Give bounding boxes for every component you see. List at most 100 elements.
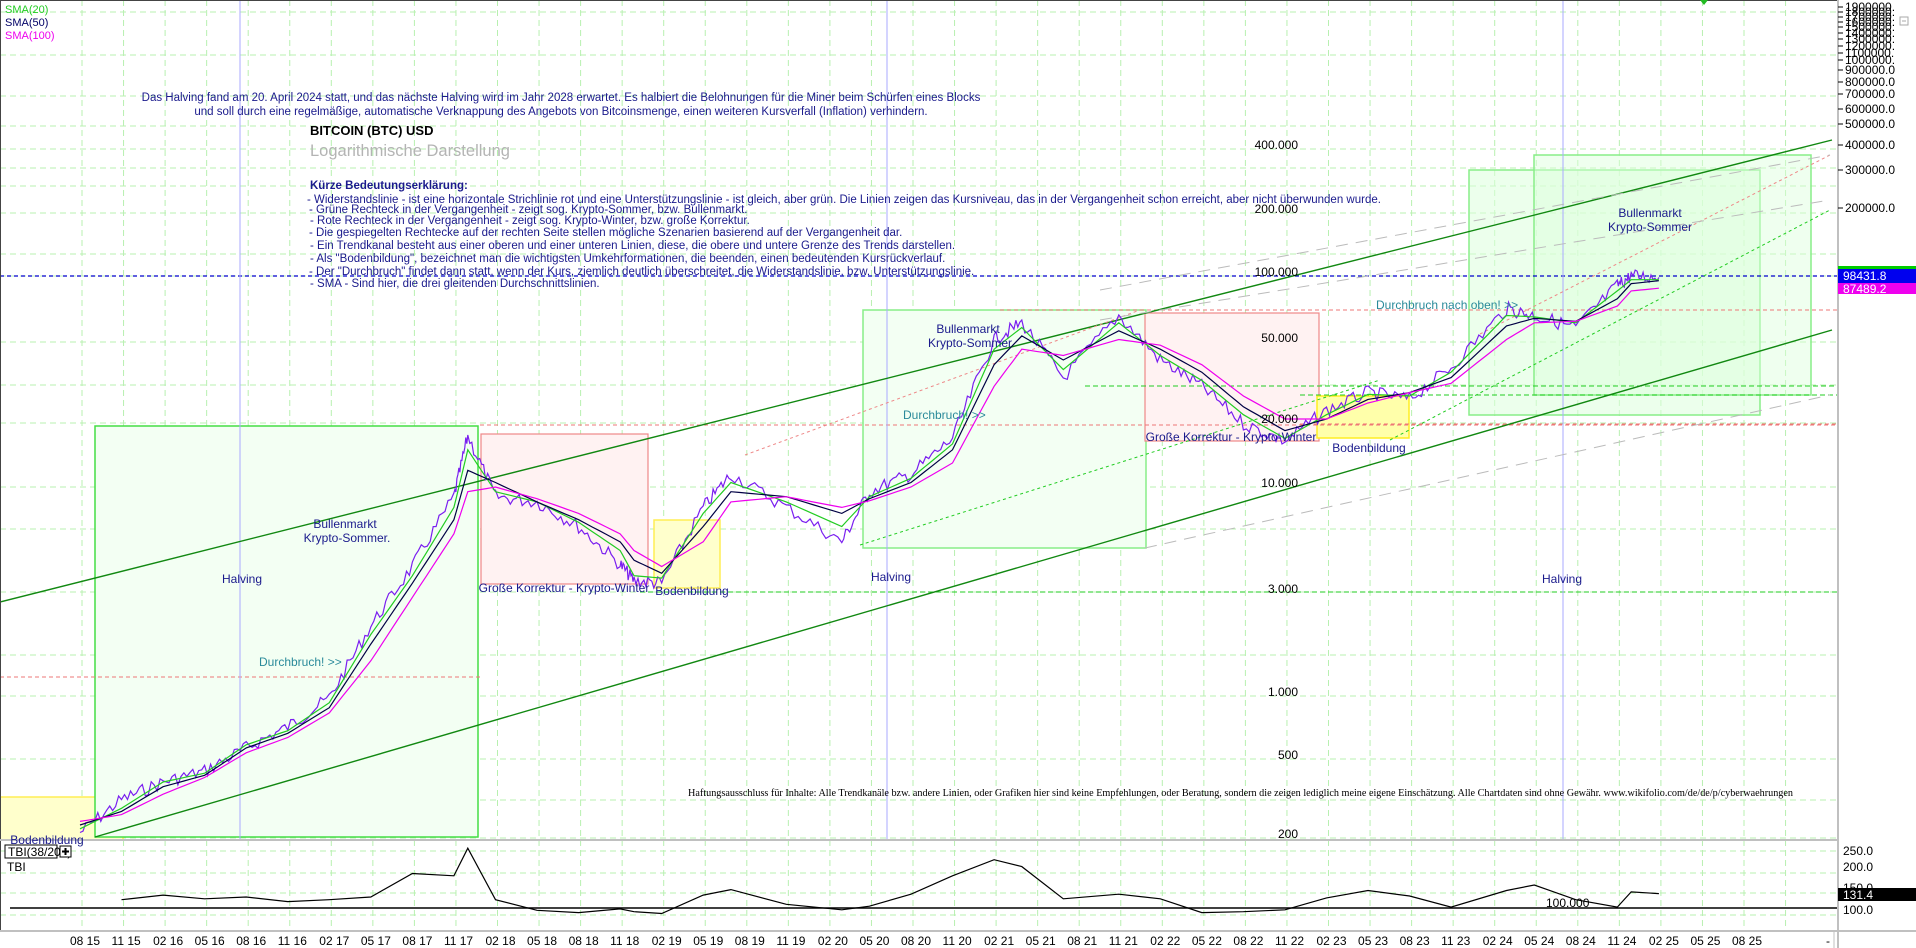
price-axis-label: 1800000. (1845, 5, 1895, 19)
reference-lines (1, 1, 1837, 839)
chart-subtitle: Logarithmische Darstellung (310, 142, 510, 160)
price-axis-label: 1600000. (1845, 15, 1895, 29)
legend-sma100[interactable]: SMA(100) (5, 30, 55, 42)
time-axis-label: 08 25 (1732, 934, 1762, 948)
svg-text:Krypto-Sommer: Krypto-Sommer (928, 336, 1012, 350)
time-axis-label: 11 15 (112, 934, 141, 948)
indicator-label: TBI (7, 860, 26, 874)
time-axis-label: 11 16 (278, 934, 307, 948)
explanation-line: - Ein Trendkanal besteht aus einer obere… (310, 240, 955, 252)
time-axis-label: 05 17 (361, 934, 391, 948)
svg-text:Durchbruch! >>: Durchbruch! >> (259, 655, 342, 669)
legend-sma50[interactable]: SMA(50) (5, 17, 49, 29)
price-axis-label: 500000.0 (1845, 117, 1895, 131)
time-axis-label: - (1826, 934, 1830, 948)
svg-text:Bullenmarkt: Bullenmarkt (313, 517, 377, 531)
svg-text:1.000: 1.000 (1268, 685, 1298, 699)
correction-label: Große Korrektur - Krypto-Winter (1146, 430, 1317, 444)
time-axis-label: 05 19 (693, 934, 723, 948)
explanation-heading: Kürze Bedeutungserklärung: (310, 180, 468, 192)
time-axis-label: 11 20 (943, 934, 972, 948)
time-axis-label: 02 17 (319, 934, 349, 948)
svg-text:Durchbruch nach oben! >>: Durchbruch nach oben! >> (1376, 298, 1518, 312)
explanation-line: - Rote Rechteck in der Vergangenheit - z… (310, 215, 750, 227)
time-axis-label: 05 23 (1358, 934, 1388, 948)
last-price-marker (1838, 266, 1916, 269)
price-axis-label: 200000.0 (1845, 201, 1895, 215)
projection-line (1144, 394, 1831, 549)
time-axis-label: 02 16 (153, 934, 183, 948)
price-axis[interactable]: 1900000.1800000.1700000.1600000.1500000.… (1838, 0, 1895, 215)
channel-dotted (744, 309, 1141, 456)
svg-text:Bullenmarkt: Bullenmarkt (936, 322, 1000, 336)
disclaimer: Haftungsausschluss für Inhalte: Alle Tre… (688, 787, 1793, 799)
inner-price-labels: 400.000 200.000 100.000 50.000 20.000 10… (1255, 138, 1299, 841)
legend-sma20[interactable]: SMA(20) (5, 4, 49, 16)
time-axis-label: 02 23 (1317, 934, 1347, 948)
bottom-label: Bodenbildung (10, 833, 83, 847)
time-axis-label: 08 22 (1233, 934, 1263, 948)
tbi-axis-label: 100.0 (1843, 903, 1873, 917)
indicator-name-box[interactable] (4, 844, 58, 859)
projection-line (1099, 199, 1831, 321)
time-axis-label: 11 22 (1275, 934, 1304, 948)
price-axis-label: 1300000. (1845, 32, 1895, 46)
price-axis-label: 900000.0 (1845, 63, 1895, 77)
bottom-zone-1 (653, 519, 721, 589)
time-axis-label: 02 19 (652, 934, 682, 948)
explanation-line: - Die gespiegelten Rechtecke auf der rec… (309, 227, 902, 239)
sma100-line (79, 287, 1659, 822)
price-axis-label: 1400000. (1845, 26, 1895, 40)
price-axis-label: 1700000. (1845, 10, 1895, 24)
intro-line-1: Das Halving fand am 20. April 2024 statt… (142, 92, 981, 104)
halving-label: Halving (871, 570, 911, 584)
breakout-annotations: Durchbruch! >> Durchbruch! >> Durchbruch… (259, 298, 1518, 669)
time-axis-label: 08 23 (1400, 934, 1430, 948)
svg-text:200.000: 200.000 (1255, 202, 1299, 216)
time-axis-label: 08 24 (1566, 934, 1596, 948)
channel-dotted (859, 379, 1381, 546)
svg-text:10.000: 10.000 (1261, 476, 1298, 490)
time-axis-label: 08 15 (70, 934, 100, 948)
svg-text:3.000: 3.000 (1268, 582, 1298, 596)
svg-text:Krypto-Sommer.: Krypto-Sommer. (304, 531, 391, 545)
tbi-axis-label: 200.0 (1843, 860, 1873, 874)
time-axis-label: 11 17 (444, 934, 473, 948)
price-axis-label: 1500000. (1845, 20, 1895, 34)
time-axis-label: 05 16 (195, 934, 225, 948)
time-axis-label: 11 21 (1109, 934, 1138, 948)
last-price-value: 98431.8 (1843, 269, 1887, 283)
price-axis-label: 300000.0 (1845, 163, 1895, 177)
time-axis-label: 05 21 (1026, 934, 1056, 948)
tbi-series (10, 846, 1837, 915)
time-axis-label: 11 23 (1441, 934, 1470, 948)
svg-text:400.000: 400.000 (1255, 138, 1299, 152)
minus-box-icon[interactable] (1899, 16, 1909, 26)
svg-text:500: 500 (1278, 748, 1298, 762)
price-axis-label: 400000.0 (1845, 138, 1895, 152)
explanation-block: Kürze Bedeutungserklärung: - Widerstands… (307, 180, 1381, 290)
tbi-baseline-label: 100.000 (1546, 896, 1590, 910)
svg-text:100.000: 100.000 (1255, 265, 1299, 279)
explanation-line: - SMA - Sind hier, die drei gleitenden D… (310, 278, 600, 290)
sma20-line (79, 279, 1659, 830)
intro-line-2: und soll durch eine regelmäßige, automat… (194, 106, 927, 118)
legend: SMA(20) SMA(50) SMA(100) (5, 4, 55, 43)
time-axis-label: 02 22 (1150, 934, 1180, 948)
indicator-name: TBI(38/200) (8, 845, 71, 859)
sma-value: 87489.2 (1843, 282, 1887, 296)
svg-text:Durchbruch! >>: Durchbruch! >> (903, 408, 986, 422)
price-series (79, 269, 1660, 834)
time-axis[interactable]: 08 15 11 15 02 16 05 16 08 16 11 16 02 17 05 17… (70, 934, 1830, 948)
channel-dotted (1389, 209, 1831, 441)
tbi-axis-label: 250.0 (1843, 844, 1873, 858)
correction-label: Große Korrektur - Krypto-Winter (479, 581, 650, 595)
bull-zone-3b (1533, 154, 1812, 396)
price-axis-label: 1000000. (1845, 53, 1895, 67)
time-axis-label: 08 20 (901, 934, 931, 948)
price-axis-label: 700000.0 (1845, 87, 1895, 101)
svg-text:20.000: 20.000 (1261, 412, 1298, 426)
tbi-line (121, 846, 1659, 915)
